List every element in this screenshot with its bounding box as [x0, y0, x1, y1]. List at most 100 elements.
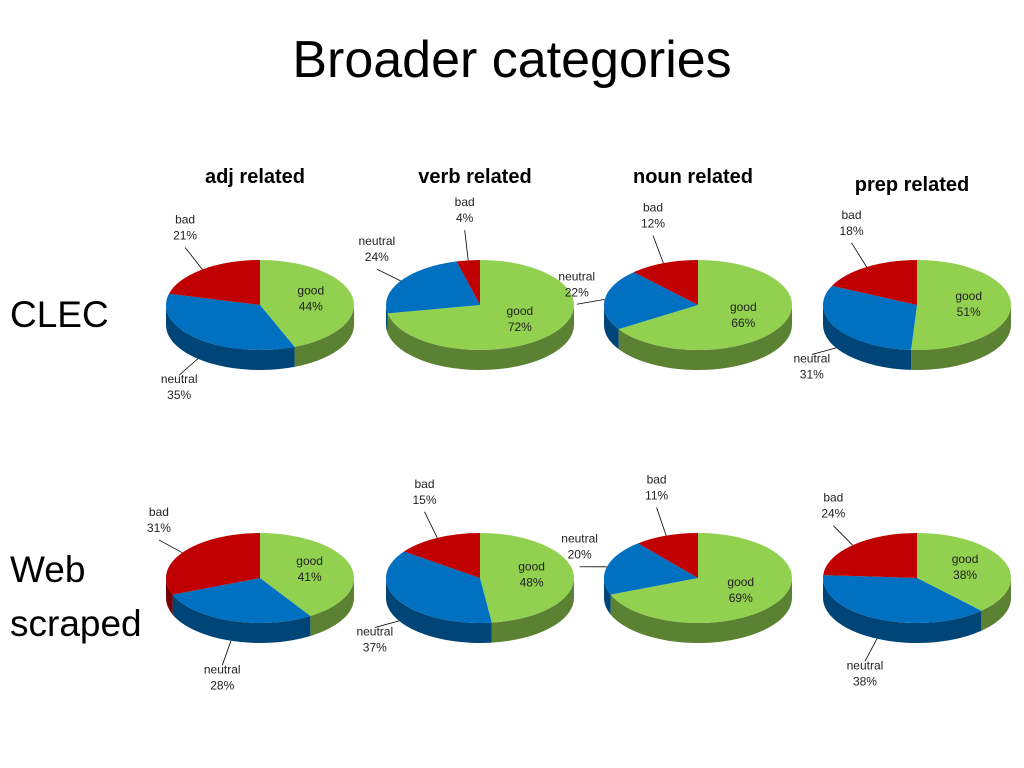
- row-label: Web scraped: [10, 549, 142, 644]
- label-value: 4%: [456, 211, 474, 225]
- label-value: 12%: [641, 217, 665, 231]
- label-value: 41%: [298, 570, 322, 584]
- slice-side: [387, 305, 574, 370]
- slice: [172, 578, 311, 643]
- slice-side: [823, 305, 912, 370]
- data-label: bad 4%: [455, 195, 475, 225]
- slice: [386, 551, 492, 643]
- data-label: bad 11%: [645, 473, 668, 503]
- label-value: 51%: [957, 305, 981, 319]
- label-value: 35%: [167, 388, 191, 402]
- label-value: 66%: [731, 316, 755, 330]
- label-value: 48%: [520, 575, 544, 589]
- data-label: good 72%: [506, 304, 533, 334]
- slice-top: [823, 533, 917, 578]
- slice-top: [260, 533, 354, 616]
- data-label: bad 12%: [641, 201, 665, 231]
- slice-side: [618, 305, 792, 371]
- slice: [260, 260, 354, 367]
- slice-top: [822, 285, 917, 350]
- label-category: good: [297, 283, 324, 297]
- slice-side: [823, 578, 982, 644]
- label-value: 22%: [565, 285, 589, 299]
- leader-line: [178, 358, 199, 376]
- slice: [633, 260, 698, 305]
- slice-top: [386, 551, 492, 623]
- slice-side: [166, 578, 173, 615]
- slice-top: [166, 533, 260, 595]
- label-value: 28%: [210, 678, 234, 692]
- label-category: bad: [149, 505, 169, 519]
- label-category: neutral: [356, 625, 393, 639]
- data-label: good 69%: [727, 575, 754, 605]
- slice-top: [911, 260, 1012, 350]
- slice: [604, 543, 698, 615]
- data-label: good 66%: [730, 300, 757, 330]
- label-category: neutral: [561, 532, 598, 546]
- label-value: 20%: [568, 548, 592, 562]
- slice-side: [386, 305, 388, 334]
- column-header: prep related: [855, 174, 969, 196]
- label-category: neutral: [161, 372, 198, 386]
- slice: [610, 533, 792, 644]
- slice: [403, 533, 480, 578]
- slice-top: [638, 533, 698, 578]
- leader-line: [864, 638, 878, 662]
- label-category: good: [952, 552, 979, 566]
- leader-line: [464, 230, 469, 261]
- slice-top: [387, 260, 574, 350]
- data-label: good 48%: [518, 559, 545, 589]
- data-label: neutral 37%: [356, 625, 393, 655]
- label-category: neutral: [204, 662, 241, 676]
- leader-line: [656, 507, 667, 536]
- slice-side: [491, 578, 574, 643]
- data-label: neutral 35%: [161, 372, 198, 402]
- leader-line: [811, 347, 837, 355]
- label-category: bad: [647, 473, 667, 487]
- label-category: neutral: [358, 234, 395, 248]
- slice-side: [610, 578, 792, 644]
- slice-top: [403, 533, 480, 578]
- label-category: neutral: [847, 658, 884, 672]
- slice: [604, 272, 698, 350]
- label-value: 18%: [840, 224, 864, 238]
- label-category: good: [727, 575, 754, 589]
- slice-top: [917, 533, 1011, 611]
- leader-line: [652, 235, 664, 264]
- label-value: 15%: [413, 493, 437, 507]
- slice-top: [456, 260, 480, 305]
- data-label: bad 15%: [413, 477, 437, 507]
- data-label: good 51%: [955, 289, 982, 319]
- label-value: 31%: [800, 368, 824, 382]
- row-label: CLEC: [10, 294, 109, 335]
- data-label: good 38%: [952, 552, 979, 582]
- column-header: adj related: [205, 166, 305, 188]
- slice: [386, 261, 480, 334]
- slice: [822, 285, 917, 370]
- label-category: bad: [415, 477, 435, 491]
- label-value: 38%: [953, 568, 977, 582]
- label-value: 72%: [508, 320, 532, 334]
- label-value: 37%: [363, 641, 387, 655]
- slice-top: [260, 260, 354, 347]
- leader-line: [576, 298, 605, 305]
- slice-top: [822, 575, 982, 624]
- slice: [917, 533, 1011, 631]
- slice: [168, 260, 260, 305]
- slice-side: [604, 578, 611, 615]
- label-value: 44%: [299, 299, 323, 313]
- slide-title: Broader categories: [292, 31, 732, 89]
- slice: [480, 533, 575, 643]
- label-value: 69%: [729, 591, 753, 605]
- slice: [387, 260, 574, 370]
- leader-line: [374, 620, 400, 628]
- slice-top: [604, 272, 698, 330]
- leader-line: [833, 525, 853, 546]
- leader-line: [376, 268, 401, 282]
- data-label: good 44%: [297, 283, 324, 313]
- slice-side: [911, 305, 1011, 370]
- label-value: 24%: [821, 507, 845, 521]
- slice-side: [166, 305, 295, 370]
- label-category: neutral: [558, 269, 595, 283]
- slice: [260, 533, 354, 636]
